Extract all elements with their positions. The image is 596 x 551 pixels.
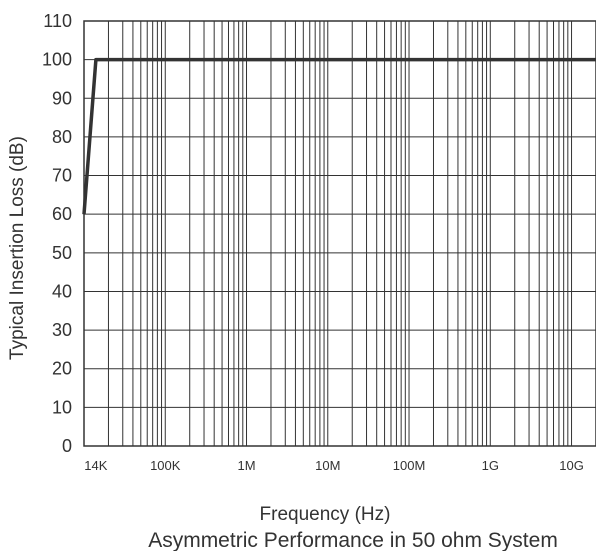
y-tick-label: 110	[43, 11, 72, 31]
series-line	[82, 57, 596, 215]
x-tick-labels: 14K 100K 1M 10M 100M 1G 10G	[84, 458, 584, 473]
x-tick-label: 10G	[559, 458, 584, 473]
chart-caption: Asymmetric Performance in 50 ohm System	[148, 529, 558, 551]
y-tick-label: 10	[52, 397, 72, 417]
y-tick-label: 30	[52, 320, 72, 340]
x-tick-label: 14K	[84, 458, 107, 473]
y-tick-labels: 0 10 20 30 40 50 60 70 80 90 100 110	[42, 11, 72, 456]
y-tick-label: 50	[52, 243, 72, 263]
plot-frame	[83, 20, 596, 447]
y-tick-label: 70	[52, 166, 72, 186]
x-tick-label: 100M	[393, 458, 426, 473]
y-tick-label: 0	[62, 436, 72, 456]
y-tick-label: 40	[52, 281, 72, 301]
plot-border	[83, 20, 596, 447]
grid-lines	[83, 20, 596, 447]
series-layer	[82, 57, 596, 215]
y-tick-label: 80	[52, 127, 72, 147]
x-tick-label: 1M	[237, 458, 255, 473]
y-axis-title: Typical Insertion Loss (dB)	[7, 136, 28, 360]
x-tick-label: 100K	[150, 458, 181, 473]
x-axis-title: Frequency (Hz)	[260, 504, 391, 525]
y-tick-label: 60	[52, 204, 72, 224]
x-tick-label: 1G	[482, 458, 499, 473]
y-tick-label: 100	[42, 50, 72, 70]
y-tick-label: 90	[52, 88, 72, 108]
x-tick-label: 10M	[315, 458, 340, 473]
y-tick-label: 20	[52, 359, 72, 379]
